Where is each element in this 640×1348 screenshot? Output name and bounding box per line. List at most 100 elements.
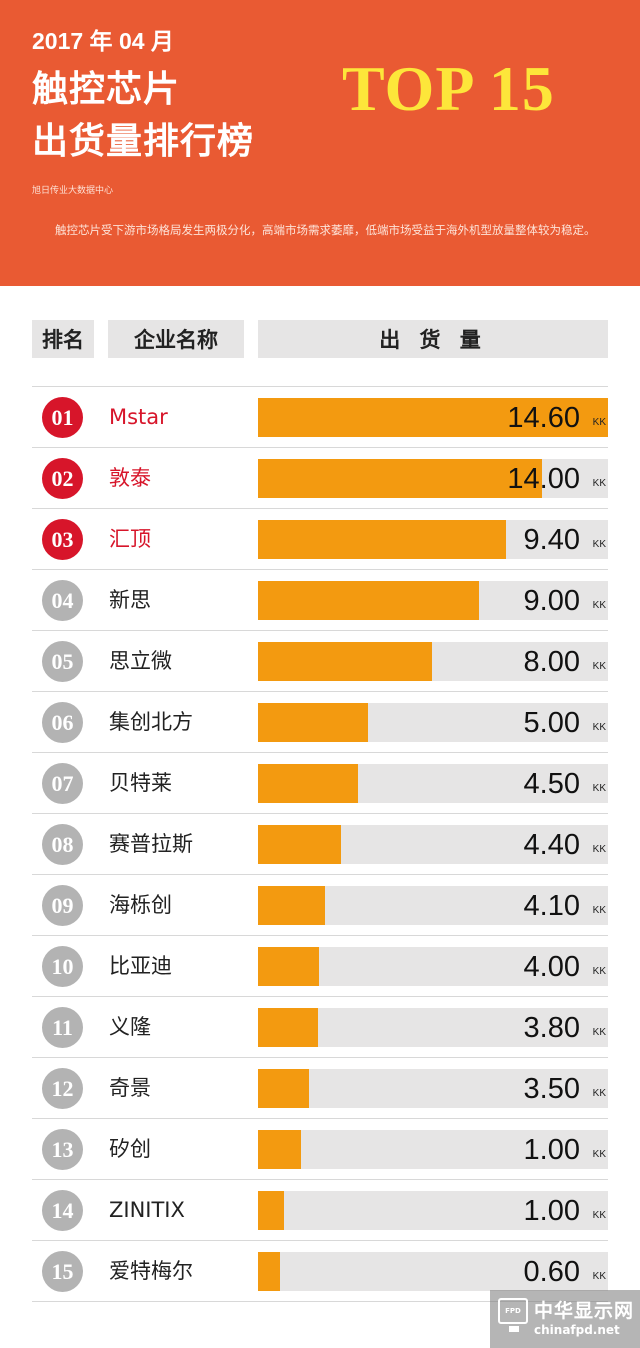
unit-label: KK bbox=[592, 1149, 606, 1160]
bar-track: 8.00 KK bbox=[258, 642, 608, 681]
unit-label: KK bbox=[592, 417, 606, 428]
company-name: 敦泰 bbox=[109, 466, 151, 490]
rank-badge: 06 bbox=[42, 702, 83, 743]
report-date: 2017 年 04 月 bbox=[32, 28, 174, 54]
bar bbox=[258, 1191, 284, 1230]
company-name: ZINITIX bbox=[109, 1198, 185, 1222]
title-line-2: 出货量排行榜 bbox=[32, 121, 255, 162]
value-label: 14.00 bbox=[507, 463, 580, 495]
bar bbox=[258, 1252, 281, 1291]
rank-badge: 01 bbox=[42, 397, 83, 438]
bar bbox=[258, 459, 542, 498]
bar bbox=[258, 1069, 310, 1108]
rank-badge: 10 bbox=[42, 946, 83, 987]
monitor-logo-icon: FPD bbox=[498, 1298, 528, 1324]
company-name: 义隆 bbox=[109, 1015, 151, 1039]
rank-badge: 09 bbox=[42, 885, 83, 926]
company-name: 比亚迪 bbox=[109, 954, 172, 978]
value-label: 1.00 bbox=[523, 1134, 580, 1166]
table-row: 03 汇顶 9.40 KK bbox=[32, 509, 608, 570]
bar bbox=[258, 947, 319, 986]
ranking-list: 01 Mstar 14.60 KK 02 敦泰 14.00 KK 03 汇顶 9.40 KK 04 新思 9… bbox=[0, 387, 640, 1302]
column-header-rank: 排名 bbox=[32, 320, 94, 358]
company-name: 赛普拉斯 bbox=[109, 832, 193, 856]
rank-badge: 13 bbox=[42, 1129, 83, 1170]
bar-track: 4.00 KK bbox=[258, 947, 608, 986]
rank-badge: 12 bbox=[42, 1068, 83, 1109]
value-label: 1.00 bbox=[523, 1195, 580, 1227]
watermark-url: chinafpd.net bbox=[534, 1323, 620, 1337]
company-name: 贝特莱 bbox=[109, 771, 172, 795]
unit-label: KK bbox=[592, 1027, 606, 1038]
value-label: 9.00 bbox=[523, 585, 580, 617]
value-label: 9.40 bbox=[523, 524, 580, 556]
company-name: 思立微 bbox=[109, 649, 172, 673]
value-label: 8.00 bbox=[523, 646, 580, 678]
table-row: 01 Mstar 14.60 KK bbox=[32, 387, 608, 448]
source-label: 旭日传业大数据中心 bbox=[32, 186, 114, 196]
value-label: 4.50 bbox=[523, 768, 580, 800]
watermark-name: 中华显示网 bbox=[534, 1300, 635, 1322]
unit-label: KK bbox=[592, 600, 606, 611]
bar bbox=[258, 1008, 318, 1047]
rank-badge: 03 bbox=[42, 519, 83, 560]
company-name: 爱特梅尔 bbox=[109, 1259, 193, 1283]
title-line-1: 触控芯片 bbox=[32, 69, 181, 110]
column-header-shipment: 出 货 量 bbox=[258, 320, 608, 358]
rank-badge: 02 bbox=[42, 458, 83, 499]
bar bbox=[258, 520, 507, 559]
table-row: 06 集创北方 5.00 KK bbox=[32, 692, 608, 753]
value-label: 5.00 bbox=[523, 707, 580, 739]
column-header-company: 企业名称 bbox=[108, 320, 244, 358]
bar-track: 14.00 KK bbox=[258, 459, 608, 498]
table-row: 14 ZINITIX 1.00 KK bbox=[32, 1180, 608, 1241]
table-row: 15 爱特梅尔 0.60 KK bbox=[32, 1241, 608, 1302]
table-row: 04 新思 9.00 KK bbox=[32, 570, 608, 631]
unit-label: KK bbox=[592, 478, 606, 489]
bar-track: 5.00 KK bbox=[258, 703, 608, 742]
table-row: 08 赛普拉斯 4.40 KK bbox=[32, 814, 608, 875]
value-label: 3.80 bbox=[523, 1012, 580, 1044]
unit-label: KK bbox=[592, 783, 606, 794]
unit-label: KK bbox=[592, 905, 606, 916]
rank-badge: 05 bbox=[42, 641, 83, 682]
value-label: 0.60 bbox=[523, 1256, 580, 1288]
rank-badge: 04 bbox=[42, 580, 83, 621]
table-row: 09 海栎创 4.10 KK bbox=[32, 875, 608, 936]
unit-label: KK bbox=[592, 1210, 606, 1221]
company-name: 海栎创 bbox=[109, 893, 172, 917]
bar-track: 4.40 KK bbox=[258, 825, 608, 864]
table-row: 11 义隆 3.80 KK bbox=[32, 997, 608, 1058]
value-label: 3.50 bbox=[523, 1073, 580, 1105]
company-name: Mstar bbox=[109, 405, 168, 429]
bar bbox=[258, 581, 479, 620]
unit-label: KK bbox=[592, 844, 606, 855]
header-banner: 2017 年 04 月 触控芯片 出货量排行榜 TOP 15 旭日传业大数据中心… bbox=[0, 0, 640, 286]
rank-badge: 07 bbox=[42, 763, 83, 804]
bar-track: 9.40 KK bbox=[258, 520, 608, 559]
company-name: 矽创 bbox=[109, 1137, 151, 1161]
company-name: 集创北方 bbox=[109, 710, 193, 734]
table-row: 05 思立微 8.00 KK bbox=[32, 631, 608, 692]
unit-label: KK bbox=[592, 1271, 606, 1282]
monitor-stand-icon bbox=[509, 1326, 519, 1332]
divider bbox=[32, 386, 608, 387]
value-label: 14.60 bbox=[507, 402, 580, 434]
bar bbox=[258, 1130, 302, 1169]
table-row: 07 贝特莱 4.50 KK bbox=[32, 753, 608, 814]
table-row: 13 矽创 1.00 KK bbox=[32, 1119, 608, 1180]
bar bbox=[258, 825, 341, 864]
bar-track: 1.00 KK bbox=[258, 1130, 608, 1169]
bar-track: 14.60 KK bbox=[258, 398, 608, 437]
table-row: 10 比亚迪 4.00 KK bbox=[32, 936, 608, 997]
watermark: FPD 中华显示网 chinafpd.net bbox=[490, 1290, 640, 1348]
bar bbox=[258, 703, 368, 742]
unit-label: KK bbox=[592, 539, 606, 550]
bar bbox=[258, 642, 432, 681]
rank-badge: 15 bbox=[42, 1251, 83, 1292]
company-name: 奇景 bbox=[109, 1076, 151, 1100]
bar-track: 3.50 KK bbox=[258, 1069, 608, 1108]
bar bbox=[258, 398, 608, 437]
bar bbox=[258, 764, 359, 803]
unit-label: KK bbox=[592, 966, 606, 977]
